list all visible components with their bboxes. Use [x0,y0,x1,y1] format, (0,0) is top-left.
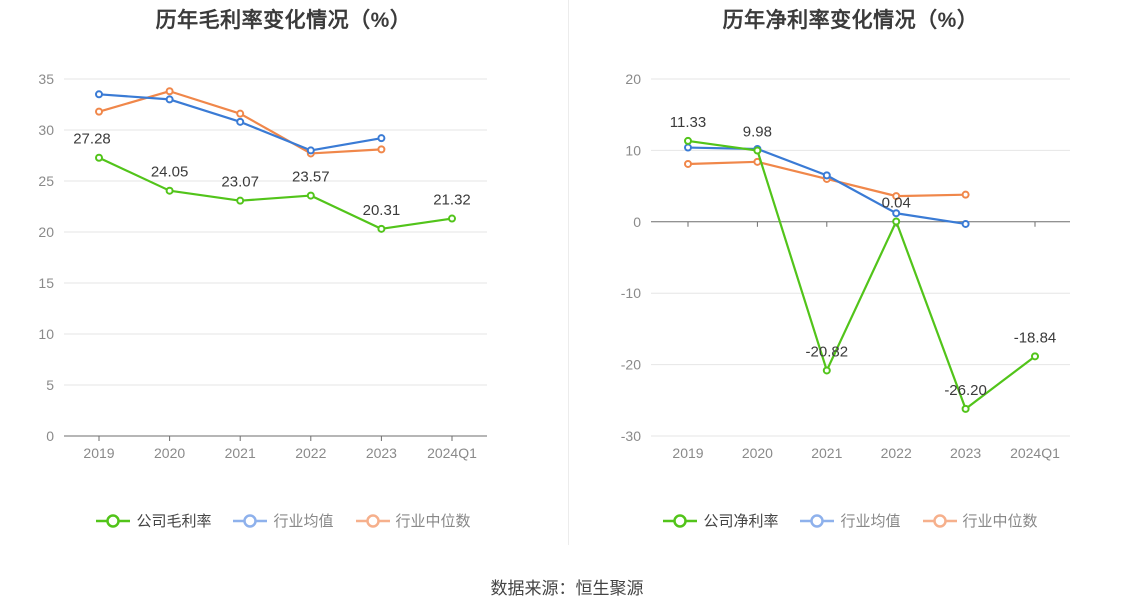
data-point [892,192,901,201]
legend-item[interactable]: 公司净利率 [663,510,778,531]
x-tick-label: 2022 [881,445,912,461]
y-tick-label: -10 [621,285,641,301]
y-tick-label: 15 [38,275,54,291]
chart-title: 历年毛利率变化情况（%） [155,9,412,32]
y-tick-label: 25 [38,173,54,189]
chart-title: 历年净利率变化情况（%） [722,9,979,32]
data-source-note: 数据来源：恒生聚源 [490,579,644,598]
data-point [306,146,315,155]
data-point [961,190,970,199]
x-tick-label: 2024Q1 [1010,445,1060,461]
data-point [684,143,692,152]
x-tick-label: 2021 [811,445,842,461]
data-label: 23.57 [292,169,330,186]
data-point [377,145,386,154]
y-tick-label: 0 [46,428,54,444]
data-label: 11.33 [670,114,706,131]
legend-item[interactable]: 行业均值 [800,510,901,531]
panel-divider [568,0,569,545]
data-point [1031,352,1039,361]
y-tick-label: 0 [633,214,641,230]
y-tick-label: -30 [621,428,641,444]
x-tick-label: 2021 [225,445,256,461]
x-tick-label: 2024Q1 [427,445,477,461]
data-label: -18.84 [1014,329,1057,346]
legend-item[interactable]: 行业中位数 [922,510,1038,531]
y-tick-label: 20 [38,224,54,240]
data-point [306,191,315,200]
data-label: 0.04 [882,195,911,212]
data-point [892,217,901,226]
gross-margin-chart: 0 5 10 15 20 25 30 35 2019 2020 2021 2022 2023 2024Q1… [38,71,487,461]
data-label: 20.31 [363,202,401,219]
legend-label: 行业均值 [840,513,901,530]
data-label: 24.05 [151,164,189,181]
legend-marker-icon [233,513,268,528]
legend-label: 行业均值 [273,513,334,530]
legend-marker-icon [800,513,835,528]
y-tick-label: 10 [625,142,641,158]
data-label: 9.98 [743,124,772,141]
y-tick-label: 5 [46,377,54,393]
data-label: -20.82 [806,343,849,360]
data-point [961,219,970,228]
series-line [687,146,966,226]
data-point [165,87,174,96]
legend-label: 行业中位数 [395,513,471,530]
net-margin-chart-panel: 历年净利率变化情况（%） -30 -20 -10 0 10 20 2019 2020 2021 2… [567,0,1134,560]
x-tick-label: 2022 [295,445,326,461]
data-point [95,153,103,162]
x-tick-label: 2023 [366,445,397,461]
x-tick-label: 2020 [154,445,185,461]
data-point [892,209,901,218]
data-point [165,95,174,104]
y-tick-label: -20 [621,357,641,373]
legend-marker-icon [663,513,698,528]
y-tick-label: 10 [38,326,54,342]
series-line [687,139,1036,410]
data-point [822,171,831,180]
legend-item[interactable]: 行业中位数 [355,510,471,531]
series-line [98,156,453,230]
gross-margin-chart-panel: 历年毛利率变化情况（%） 0 5 10 15 20 25 30 35 2019 2020 2021 2… [0,0,567,560]
data-point [448,214,456,223]
legend-label: 公司净利率 [703,513,779,530]
net-margin-chart: -30 -20 -10 0 10 20 2019 2020 2021 2022 2023 2024Q1… [621,71,1070,461]
x-tick-label: 2019 [83,445,114,461]
data-label: 21.32 [433,192,471,209]
data-point [95,90,103,99]
legend-marker-icon [96,513,131,528]
chart-legend: 公司净利率 行业均值 行业中位数 [567,510,1134,531]
y-tick-label: 35 [38,71,54,87]
data-point [236,117,245,126]
legend-item[interactable]: 公司毛利率 [96,510,211,531]
x-tick-label: 2023 [950,445,981,461]
data-point [236,109,245,118]
data-point [377,224,386,233]
data-point [165,186,174,195]
data-point [95,107,103,116]
data-point [753,146,762,155]
legend-label: 行业中位数 [962,513,1038,530]
y-tick-label: 30 [38,122,54,138]
data-point [822,366,831,375]
data-point [684,136,692,145]
data-point [684,159,692,168]
data-point [961,404,970,413]
chart-legend: 公司毛利率 行业均值 行业中位数 [0,510,567,531]
x-tick-label: 2019 [672,445,703,461]
legend-item[interactable]: 行业均值 [233,510,334,531]
data-point [377,134,386,143]
data-point [236,196,245,205]
data-label: -26.20 [944,382,987,399]
data-label: 27.28 [73,131,111,148]
x-tick-label: 2020 [742,445,773,461]
data-label: 23.07 [221,174,259,191]
legend-marker-icon [922,513,957,528]
legend-label: 公司毛利率 [136,513,212,530]
y-tick-label: 20 [625,71,641,87]
legend-marker-icon [355,513,390,528]
